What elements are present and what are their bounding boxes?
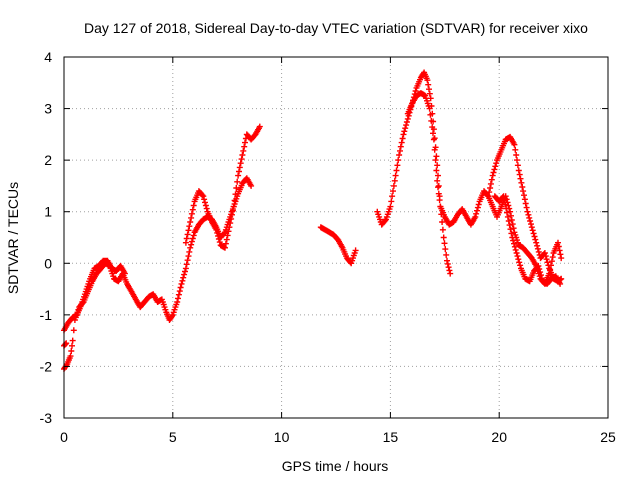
axis-ticks: 0 5 10 15 20 25 -3 -2 -1 0 1 2 3 4 [40,49,616,445]
y-tick-label: -1 [40,307,53,323]
data-point-group [61,257,128,334]
x-tick-label: 15 [383,429,399,445]
y-tick-label: 3 [44,101,52,117]
data-point-group [317,224,359,267]
data-point-group [182,123,263,251]
chart-title: Day 127 of 2018, Sidereal Day-to-day VTE… [84,20,588,36]
x-tick-label: 5 [169,429,177,445]
x-tick-label: 0 [60,429,68,445]
data-point-group [61,175,255,372]
y-tick-label: -2 [40,358,53,374]
y-tick-label: 1 [44,204,52,220]
plot-frame [63,56,609,419]
x-tick-label: 20 [491,429,507,445]
y-tick-label: 2 [44,152,52,168]
y-axis-label: SDTVAR / TECUs [5,182,21,294]
data-point-group [491,193,564,287]
y-tick-label: 0 [44,255,52,271]
x-axis-label: GPS time / hours [282,458,389,474]
x-tick-label: 10 [274,429,290,445]
y-tick-label: 4 [44,49,52,65]
data-markers [61,69,565,372]
data-point-group [61,340,70,349]
grid-lines [64,57,608,418]
y-tick-label: -3 [40,410,53,426]
x-tick-label: 25 [600,429,616,445]
